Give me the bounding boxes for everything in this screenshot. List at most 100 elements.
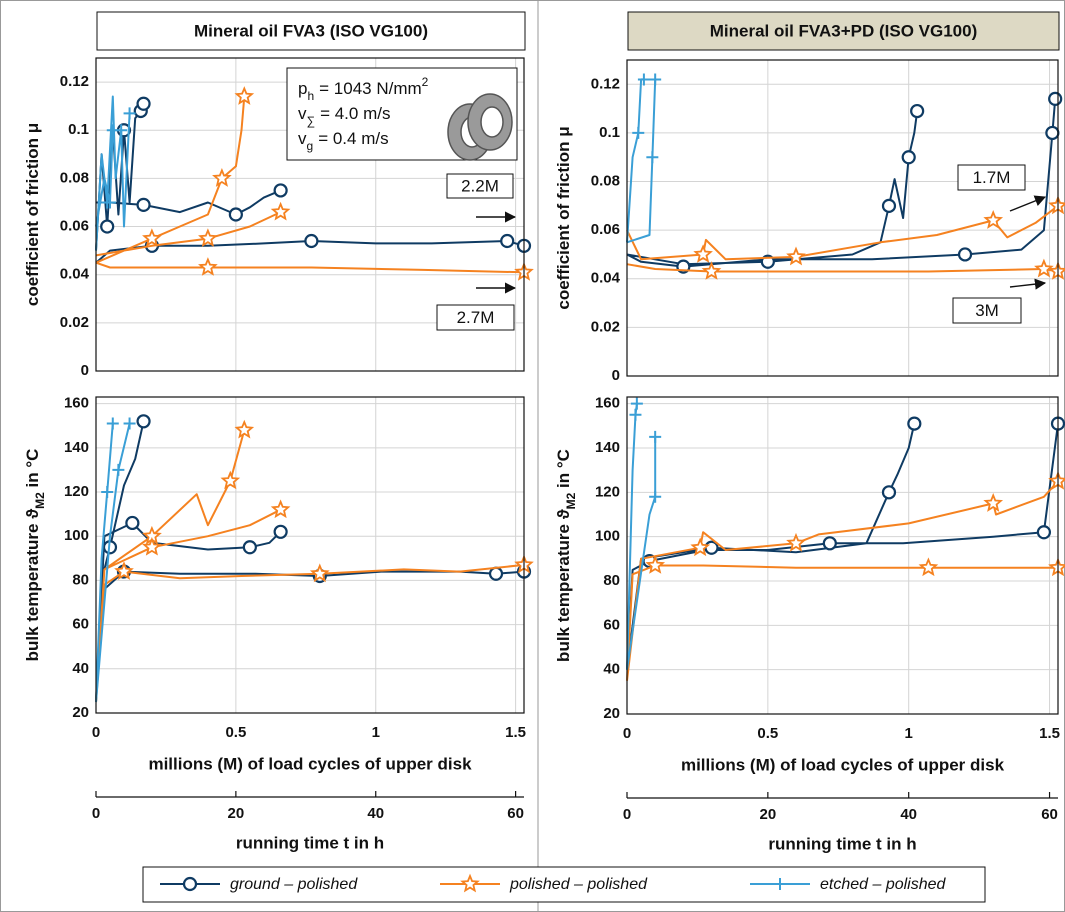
x-tick-label: 1 [372, 724, 380, 741]
y-tick-label: 0.1 [68, 121, 89, 138]
marker-plus [123, 107, 136, 120]
panel: 0 0.5 1 1.5 20 40 60 80 100 120 140 160 bulk tempera… [554, 395, 1065, 853]
y-axis-label-part: coefficient of friction μ [554, 126, 573, 309]
x-tick-label: 0.5 [225, 724, 246, 741]
marker-star [645, 555, 666, 574]
legend-label: ground – polished [230, 876, 358, 893]
x2-tick-label: 40 [900, 806, 917, 823]
marker-star [786, 532, 806, 552]
y-tick-label: 120 [64, 483, 89, 500]
y-axis-label: coefficient of friction μ [554, 126, 573, 309]
marker-star [234, 86, 255, 105]
marker-circle [910, 103, 925, 119]
marker-plus [629, 408, 642, 421]
y-axis-label-part: bulk temperature ϑ [23, 509, 42, 662]
marker-circle [822, 536, 837, 551]
y-tick-label: 20 [72, 704, 89, 721]
y-axis-label-part: M2 [33, 492, 47, 509]
marker-circle [907, 416, 922, 431]
x2-axis-label: running time t in h [768, 834, 916, 853]
y-tick-label: 0.1 [599, 124, 620, 141]
marker-star [114, 561, 134, 580]
y-tick-label: 100 [64, 527, 89, 544]
legend-label: polished – polished [509, 876, 648, 893]
param-symbol: v [298, 104, 307, 123]
param-sub: g [307, 139, 314, 153]
y-tick-label: 0 [81, 362, 89, 379]
marker-circle [136, 96, 151, 111]
y-tick-label: 140 [64, 439, 89, 456]
marker-plus [632, 126, 645, 139]
marker-circle [1048, 91, 1063, 106]
marker-plus [649, 430, 662, 443]
marker-star [918, 557, 939, 577]
y-tick-label: 80 [603, 572, 620, 589]
y-tick-label: 0.08 [591, 173, 620, 190]
marker-circle [136, 197, 151, 212]
plots: 0 0.02 0.04 0.06 0.08 0.1 0.12 coefficient of f… [23, 11, 1065, 853]
x2-tick-label: 0 [623, 806, 631, 823]
panel-title: Mineral oil FVA3+PD (ISO VG100) [710, 21, 978, 40]
y-tick-label: 0.04 [60, 266, 90, 283]
marker-plus [106, 124, 119, 137]
y-axis-label-part: M2 [564, 492, 578, 509]
series-line [626, 480, 1059, 681]
y-tick-label: 40 [603, 661, 620, 678]
y-tick-label: 140 [595, 439, 620, 456]
param-text: = 4.0 m/s [320, 104, 390, 123]
y-tick-label: 60 [72, 616, 89, 633]
param-line: vg = 0.4 m/s [298, 129, 389, 153]
x-tick-label: 1.5 [505, 724, 526, 741]
marker-star [701, 261, 722, 280]
y-tick-label: 0.06 [60, 218, 89, 235]
marker-star [220, 470, 241, 490]
y-tick-label: 40 [72, 660, 89, 677]
panel: 0 0.5 1 1.5 20 40 60 80 100 120 140 160 bulk tempera… [23, 395, 534, 852]
x-axis-label: millions (M) of load cycles of upper dis… [681, 755, 1005, 774]
y-axis-label-part: in °C [554, 449, 573, 493]
marker-circle [273, 524, 288, 539]
marker-plus [649, 73, 662, 86]
marker-star [270, 201, 291, 221]
x2-tick-label: 0 [92, 805, 100, 822]
annotation-box [446, 173, 514, 199]
annotation-box [952, 297, 1022, 324]
marker-star [198, 257, 218, 276]
y-tick-label: 0.08 [60, 169, 89, 186]
marker-circle [242, 540, 257, 555]
annotation-arrow [1009, 278, 1047, 290]
marker-circle [228, 207, 243, 222]
param-sub: ∑ [307, 114, 316, 128]
marker-star [234, 419, 255, 439]
y-tick-label: 100 [595, 528, 620, 545]
y-axis-label: bulk temperature ϑM2 in °C [554, 449, 578, 662]
x-tick-label: 1 [905, 725, 913, 742]
panel: 0 0.02 0.04 0.06 0.08 0.1 0.12 coefficient of f… [23, 11, 534, 379]
y-tick-label: 0.12 [591, 75, 620, 92]
y-tick-label: 80 [72, 571, 89, 588]
marker-plus [101, 486, 114, 499]
plot-frame [95, 396, 525, 714]
annotation-label: 2.7M [457, 308, 495, 327]
plot-area [96, 397, 524, 713]
x-tick-label: 0 [92, 724, 100, 741]
panel: 0 0.02 0.04 0.06 0.08 0.1 0.12 coefficient of f… [554, 11, 1065, 384]
panel-title: Mineral oil FVA3 (ISO VG100) [194, 21, 428, 40]
legend-label: etched – polished [820, 876, 947, 893]
y-tick-label: 120 [595, 483, 620, 500]
x2-axis-label: running time t in h [236, 833, 384, 852]
marker-star [690, 537, 711, 557]
marker-star [142, 536, 162, 556]
y-tick-label: 60 [603, 616, 620, 633]
marker-circle [957, 247, 973, 262]
marker-star [1034, 258, 1054, 278]
y-axis-label: bulk temperature ϑM2 in °C [23, 449, 47, 662]
marker-circle [182, 876, 198, 892]
y-tick-label: 0.02 [60, 314, 89, 331]
x2-tick-label: 20 [760, 806, 777, 823]
marker-star [212, 168, 232, 187]
plot-frame [626, 59, 1059, 377]
y-tick-label: 20 [603, 705, 620, 722]
y-tick-label: 160 [595, 395, 620, 412]
x-tick-label: 0.5 [757, 725, 778, 742]
